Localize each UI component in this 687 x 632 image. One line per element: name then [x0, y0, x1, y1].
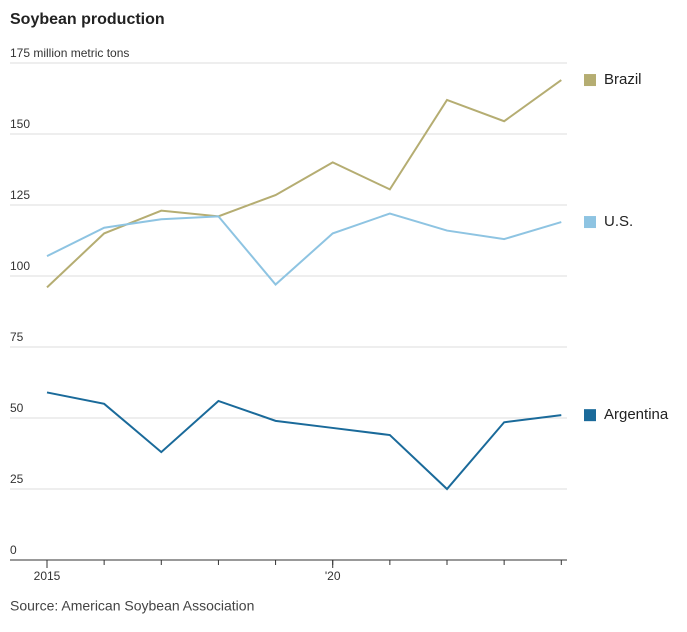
y-tick-label: 50: [10, 401, 24, 415]
y-tick-label: 25: [10, 472, 24, 486]
y-tick-label: 150: [10, 117, 30, 131]
series-line: [46, 79, 562, 289]
y-tick-label: 100: [10, 259, 30, 273]
legend-label: Brazil: [604, 71, 642, 88]
series-line: [46, 391, 562, 491]
y-tick-label: 75: [10, 330, 24, 344]
y-tick-label: 125: [10, 188, 30, 202]
legend-swatch: [584, 216, 596, 229]
y-tick-label: 175 million metric tons: [10, 46, 129, 60]
legend-swatch: [584, 409, 596, 422]
legend-label: U.S.: [604, 213, 633, 230]
series-line: [46, 212, 562, 286]
y-tick-label: 0: [10, 543, 17, 557]
x-tick-label: '20: [325, 569, 341, 583]
x-tick-label: 2015: [34, 569, 61, 583]
legend-swatch: [584, 74, 596, 87]
source-note: Source: American Soybean Association: [10, 598, 254, 614]
chart-title: Soybean production: [10, 11, 165, 28]
legend-label: Argentina: [604, 406, 669, 423]
